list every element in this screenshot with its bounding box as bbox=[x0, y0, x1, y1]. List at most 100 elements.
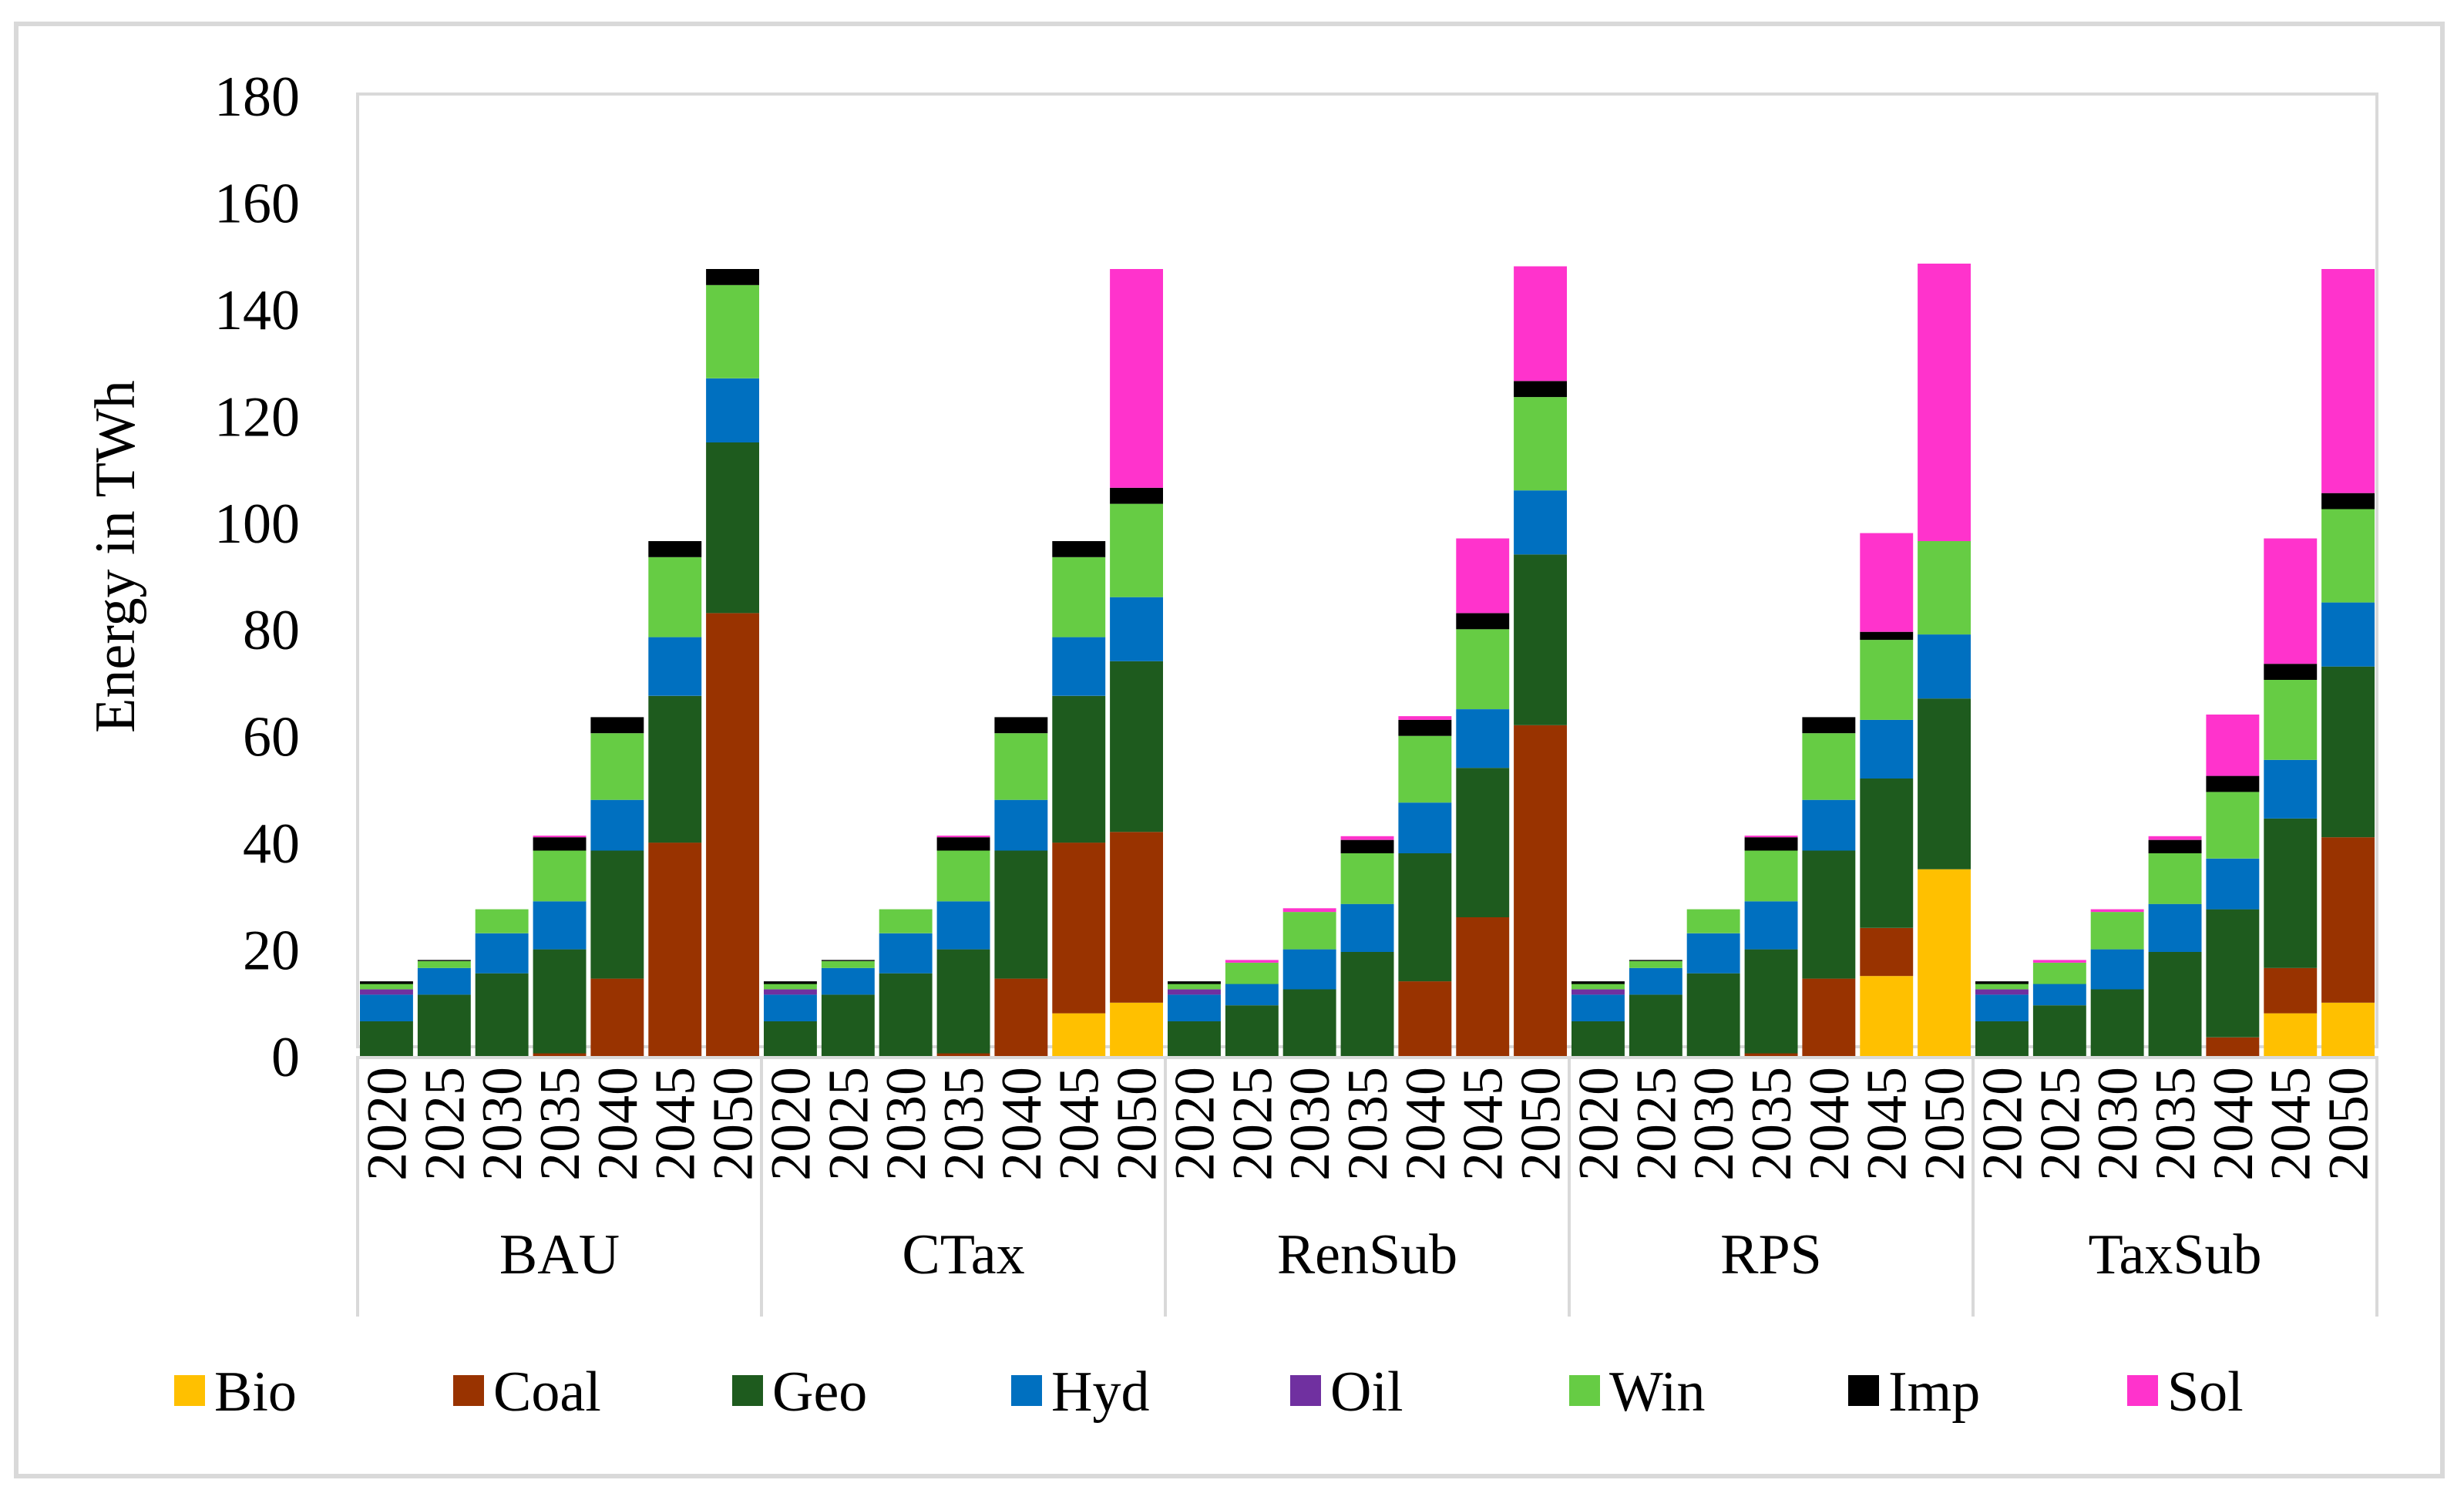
bar-segment-geo-rps-2045 bbox=[1860, 779, 1914, 928]
bar-segment-hyd-taxsub-2040 bbox=[2206, 858, 2260, 910]
bar-segment-hyd-ctax-2020 bbox=[764, 994, 817, 1021]
bar-segment-bio-taxsub-2045 bbox=[2264, 1013, 2318, 1056]
bar-segment-hyd-taxsub-2020 bbox=[1975, 994, 2029, 1021]
bar-segment-sol-taxsub-2050 bbox=[2321, 269, 2375, 493]
bar-segment-bio-taxsub-2050 bbox=[2321, 1002, 2375, 1056]
bar-segment-hyd-ctax-2050 bbox=[1110, 597, 1163, 661]
bar-segment-imp-rensub-2045 bbox=[1456, 613, 1510, 630]
bar-segment-imp-rensub-2050 bbox=[1514, 381, 1567, 398]
legend-label-bio: Bio bbox=[214, 1360, 297, 1424]
bar-segment-sol-rensub-2045 bbox=[1456, 538, 1510, 614]
bar-segment-geo-bau-2050 bbox=[706, 442, 759, 614]
x-tick-label: 2035 bbox=[1740, 1067, 1803, 1181]
bar-segment-imp-rps-2035 bbox=[1744, 837, 1798, 851]
bar-segment-win-rensub-2050 bbox=[1514, 397, 1567, 491]
x-tick-label: 2045 bbox=[1452, 1067, 1515, 1181]
bar-group-bau bbox=[360, 269, 759, 1056]
bar-group-rps bbox=[1572, 264, 1971, 1056]
x-tick-label: 2035 bbox=[1336, 1067, 1400, 1181]
group-label-rps: RPS bbox=[1720, 1223, 1822, 1286]
bar-segment-geo-rensub-2045 bbox=[1456, 768, 1510, 917]
bar-segment-geo-taxsub-2035 bbox=[2148, 952, 2202, 1056]
bar-segment-win-rps-2045 bbox=[1860, 640, 1914, 720]
x-tick-label: 2025 bbox=[1625, 1067, 1688, 1181]
bar-segment-hyd-bau-2035 bbox=[533, 901, 587, 950]
bar-segment-hyd-ctax-2040 bbox=[994, 799, 1048, 851]
x-tick-label: 2025 bbox=[1221, 1067, 1284, 1181]
x-tick-label: 2045 bbox=[1856, 1067, 1919, 1181]
bar-segment-coal-rensub-2045 bbox=[1456, 917, 1510, 1056]
bar-segment-geo-taxsub-2025 bbox=[2032, 1005, 2086, 1056]
bar-segment-hyd-bau-2040 bbox=[590, 799, 644, 851]
bar-segment-hyd-taxsub-2030 bbox=[2090, 949, 2144, 990]
y-tick-label: 140 bbox=[214, 279, 300, 342]
x-tick-label: 2040 bbox=[587, 1067, 650, 1181]
bar-segment-geo-bau-2030 bbox=[475, 973, 529, 1056]
bar-segment-imp-taxsub-2045 bbox=[2264, 664, 2318, 680]
y-tick-label: 180 bbox=[214, 66, 300, 129]
chart-frame: 0 20 40 60 80 100 120 140 160 180 2020 2025 2030 203… bbox=[14, 22, 2445, 1478]
bar-segment-imp-ctax-2035 bbox=[936, 837, 990, 851]
legend-swatch-sol bbox=[2127, 1375, 2158, 1406]
bar-segment-geo-rps-2025 bbox=[1629, 994, 1682, 1056]
bar-segment-sol-taxsub-2030 bbox=[2090, 909, 2144, 913]
x-tick-label: 2030 bbox=[2086, 1067, 2150, 1181]
bar-segment-win-taxsub-2045 bbox=[2264, 680, 2318, 760]
bar-segment-geo-rensub-2040 bbox=[1398, 853, 1452, 982]
bar-segment-sol-rensub-2035 bbox=[1340, 836, 1394, 840]
x-tick-label: 2045 bbox=[644, 1067, 708, 1181]
bar-segment-imp-bau-2020 bbox=[360, 981, 413, 984]
y-tick-label: 160 bbox=[214, 172, 300, 235]
group-label-ctax: CTax bbox=[902, 1223, 1024, 1286]
bar-segment-coal-rensub-2040 bbox=[1398, 981, 1452, 1056]
legend-label-oil: Oil bbox=[1330, 1360, 1403, 1424]
y-tick-label: 120 bbox=[214, 385, 300, 449]
bar-segment-win-ctax-2045 bbox=[1052, 557, 1106, 637]
legend-label-hyd: Hyd bbox=[1051, 1360, 1149, 1424]
bar-segment-coal-rps-2045 bbox=[1860, 927, 1914, 977]
bar-segment-hyd-rensub-2050 bbox=[1514, 490, 1567, 555]
bar-segment-coal-rensub-2050 bbox=[1514, 725, 1567, 1056]
bar-segment-sol-rensub-2030 bbox=[1282, 908, 1336, 913]
bar-segment-geo-bau-2035 bbox=[533, 949, 587, 1054]
bar-segment-hyd-rps-2025 bbox=[1629, 967, 1682, 995]
bar-segment-win-rps-2030 bbox=[1686, 909, 1740, 933]
bar-segment-geo-rensub-2025 bbox=[1225, 1005, 1279, 1056]
x-tick-label: 2030 bbox=[471, 1067, 534, 1181]
bar-segment-geo-ctax-2045 bbox=[1052, 695, 1106, 843]
bar-segment-hyd-rensub-2045 bbox=[1456, 709, 1510, 768]
group-label-bau: BAU bbox=[499, 1223, 620, 1286]
bar-segment-imp-bau-2050 bbox=[706, 269, 759, 285]
bar-segment-win-bau-2035 bbox=[533, 850, 587, 902]
bar-segment-coal-bau-2040 bbox=[590, 978, 644, 1056]
bar-segment-sol-taxsub-2040 bbox=[2206, 715, 2260, 776]
x-tick-label: 2040 bbox=[2202, 1067, 2265, 1181]
x-tick-label: 2025 bbox=[2029, 1067, 2092, 1181]
legend-label-imp: Imp bbox=[1888, 1360, 1980, 1424]
bar-segment-win-taxsub-2050 bbox=[2321, 509, 2375, 603]
group-label-taxsub: TaxSub bbox=[2088, 1223, 2261, 1286]
legend-swatch-geo bbox=[732, 1375, 763, 1406]
bar-segment-win-taxsub-2025 bbox=[2032, 962, 2086, 984]
bar-segment-coal-bau-2045 bbox=[648, 842, 702, 1056]
x-axis: 2020202520302035204020452050BAU202020252… bbox=[355, 1056, 2381, 1317]
x-tick-label: 2050 bbox=[1106, 1067, 1169, 1181]
bar-segment-win-rensub-2035 bbox=[1340, 853, 1394, 904]
bar-segment-win-taxsub-2040 bbox=[2206, 792, 2260, 859]
bar-segment-oil-rps-2020 bbox=[1572, 989, 1625, 995]
bar-segment-win-bau-2030 bbox=[475, 909, 529, 933]
bar-segment-hyd-ctax-2035 bbox=[936, 901, 990, 950]
legend-swatch-bio bbox=[174, 1375, 205, 1406]
x-tick-label: 2035 bbox=[529, 1067, 592, 1181]
bar-segment-geo-rps-2050 bbox=[1918, 698, 1971, 869]
legend-swatch-oil bbox=[1290, 1375, 1321, 1406]
y-tick-label: 20 bbox=[243, 920, 300, 983]
bar-segment-imp-ctax-2040 bbox=[994, 717, 1048, 734]
bar-segment-geo-taxsub-2050 bbox=[2321, 666, 2375, 838]
y-tick-label: 100 bbox=[214, 493, 300, 556]
legend-label-geo: Geo bbox=[772, 1360, 867, 1424]
bar-segment-imp-taxsub-2035 bbox=[2148, 839, 2202, 853]
bar-segment-geo-ctax-2025 bbox=[821, 994, 875, 1056]
bar-segment-hyd-rps-2030 bbox=[1686, 933, 1740, 974]
